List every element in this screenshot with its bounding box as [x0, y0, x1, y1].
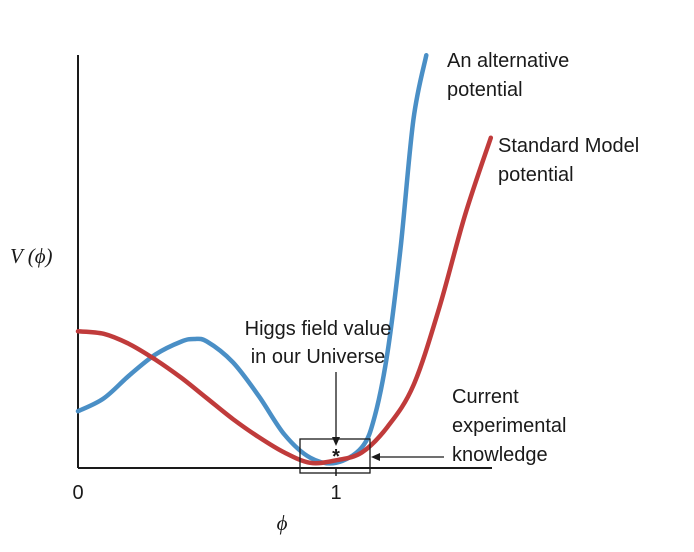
x-tick-label-0: 0 — [72, 482, 83, 504]
x-axis-label: ϕ — [277, 511, 288, 535]
standard-model-label-line-1: Standard Model — [498, 135, 639, 157]
y-axis-label: V (ϕ) — [10, 244, 53, 268]
experimental-label-line-1: Current — [452, 386, 519, 408]
alternative-potential-label-line-1: An alternative — [447, 50, 569, 72]
experimental-label-line-2: experimental — [452, 415, 567, 437]
higgs-arrowhead — [332, 437, 340, 446]
experimental-label-line-3: knowledge — [452, 444, 548, 466]
higgs-label-line-1: Higgs field value — [245, 318, 392, 340]
standard-model-label-line-2: potential — [498, 164, 574, 186]
higgs-marker: * — [332, 446, 340, 468]
x-tick-label-1: 1 — [330, 482, 341, 504]
alternative-potential-label-line-2: potential — [447, 79, 523, 101]
alternative-potential-curve — [75, 52, 429, 466]
experimental-knowledge-arrowhead — [371, 453, 380, 461]
standard-model-potential-curve — [75, 135, 494, 466]
higgs-label-line-2: in our Universe — [251, 346, 386, 368]
